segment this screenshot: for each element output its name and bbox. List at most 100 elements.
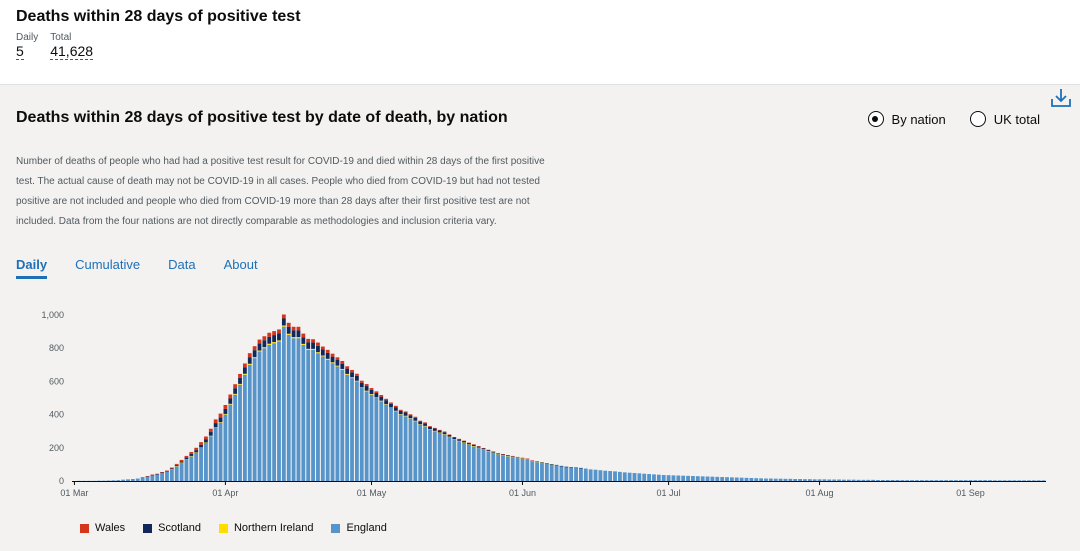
bar-wales bbox=[335, 357, 340, 360]
bar-northern-ireland bbox=[423, 425, 427, 427]
bar-england bbox=[486, 451, 491, 481]
y-tick-label: 200 bbox=[49, 443, 64, 453]
bar-england bbox=[267, 344, 272, 481]
bar-england bbox=[116, 480, 121, 481]
x-tick-label: 01 May bbox=[357, 488, 387, 498]
bar-wales bbox=[199, 442, 203, 445]
bar-england bbox=[554, 465, 559, 481]
bar-england bbox=[890, 480, 895, 481]
bar-england bbox=[379, 401, 384, 481]
bar-northern-ireland bbox=[199, 447, 203, 448]
bar-northern-ireland bbox=[501, 455, 505, 456]
bar-england bbox=[540, 462, 544, 481]
chart-tabs: Daily Cumulative Data About bbox=[16, 257, 258, 279]
bar-scotland bbox=[364, 386, 369, 391]
tab-daily[interactable]: Daily bbox=[16, 257, 48, 279]
stat-daily-label: Daily bbox=[16, 32, 39, 43]
bar-england bbox=[428, 429, 432, 481]
bar-england bbox=[1036, 480, 1041, 481]
y-tick-label: 800 bbox=[49, 343, 64, 353]
bar-wales bbox=[364, 384, 369, 387]
bar-england bbox=[939, 480, 944, 481]
bar-wales bbox=[355, 373, 359, 376]
bar-england bbox=[759, 478, 764, 481]
download-icon[interactable] bbox=[1050, 87, 1072, 109]
bar-england bbox=[262, 348, 267, 481]
bar-scotland bbox=[457, 439, 462, 441]
bar-england bbox=[768, 478, 773, 481]
bar-wales bbox=[510, 455, 515, 457]
bar-england bbox=[924, 480, 929, 481]
bar-england bbox=[895, 480, 900, 481]
bar-england bbox=[296, 338, 301, 481]
bar-scotland bbox=[481, 448, 486, 450]
bar-england bbox=[832, 479, 837, 481]
bar-scotland bbox=[179, 461, 184, 463]
bar-wales bbox=[486, 449, 491, 451]
bar-wales bbox=[442, 431, 447, 433]
x-tick-label: 01 Aug bbox=[806, 488, 834, 498]
bar-northern-ireland bbox=[330, 362, 335, 364]
bar-england bbox=[199, 447, 203, 481]
bar-northern-ireland bbox=[408, 418, 413, 419]
bar-scotland bbox=[447, 435, 452, 437]
bar-england bbox=[96, 480, 101, 482]
bar-wales bbox=[369, 388, 374, 390]
bar-wales bbox=[496, 453, 501, 454]
bar-northern-ireland bbox=[413, 420, 418, 422]
tab-data[interactable]: Data bbox=[168, 257, 196, 272]
chart-legend: Wales Scotland Northern Ireland England bbox=[80, 522, 387, 534]
bar-wales bbox=[505, 455, 510, 456]
tab-about[interactable]: About bbox=[223, 257, 258, 272]
radio-by-nation[interactable]: By nation bbox=[867, 111, 946, 127]
bar-wales bbox=[301, 333, 306, 338]
bar-wales bbox=[359, 380, 364, 383]
bar-england bbox=[330, 363, 335, 481]
bar-wales bbox=[160, 472, 164, 473]
bar-wales bbox=[281, 314, 286, 319]
bar-wales bbox=[423, 422, 427, 424]
bar-northern-ireland bbox=[467, 444, 471, 445]
bar-scotland bbox=[301, 337, 306, 344]
bar-northern-ireland bbox=[491, 452, 496, 454]
bar-scotland bbox=[355, 375, 359, 381]
bar-england bbox=[837, 479, 841, 481]
bar-england bbox=[194, 452, 199, 481]
radio-uk-total-indicator[interactable] bbox=[969, 111, 986, 127]
bar-england bbox=[739, 477, 744, 481]
bar-england bbox=[204, 442, 208, 481]
bar-northern-ireland bbox=[194, 452, 199, 453]
bar-scotland bbox=[462, 440, 466, 443]
bar-england bbox=[389, 407, 393, 481]
bar-england bbox=[900, 480, 905, 481]
bar-northern-ireland bbox=[204, 442, 208, 443]
radio-by-nation-indicator[interactable] bbox=[867, 111, 884, 127]
bar-northern-ireland bbox=[379, 400, 384, 402]
bar-england bbox=[233, 394, 238, 481]
bar-england bbox=[257, 351, 262, 481]
bar-england bbox=[598, 470, 603, 481]
bar-england bbox=[316, 353, 320, 481]
stat-total-value[interactable]: 41,628 bbox=[50, 43, 94, 60]
bar-england bbox=[174, 466, 179, 481]
bar-england bbox=[807, 479, 812, 481]
bar-england bbox=[286, 334, 291, 481]
bar-england bbox=[471, 446, 476, 481]
bar-northern-ireland bbox=[437, 432, 442, 434]
bar-scotland bbox=[311, 342, 315, 349]
bar-england bbox=[603, 470, 608, 481]
bar-england bbox=[642, 473, 647, 481]
bar-scotland bbox=[467, 442, 471, 445]
bar-england bbox=[715, 476, 720, 481]
bar-wales bbox=[262, 336, 267, 341]
bar-england bbox=[218, 422, 223, 481]
stat-daily-value[interactable]: 5 bbox=[16, 43, 24, 60]
stat-daily: Daily 5 bbox=[16, 32, 38, 61]
bar-northern-ireland bbox=[355, 380, 359, 382]
bar-northern-ireland bbox=[398, 414, 403, 415]
bar-england bbox=[983, 480, 988, 481]
radio-uk-total[interactable]: UK total bbox=[969, 111, 1040, 127]
bar-scotland bbox=[257, 343, 262, 351]
bar-wales bbox=[252, 346, 257, 351]
tab-cumulative[interactable]: Cumulative bbox=[75, 257, 141, 272]
